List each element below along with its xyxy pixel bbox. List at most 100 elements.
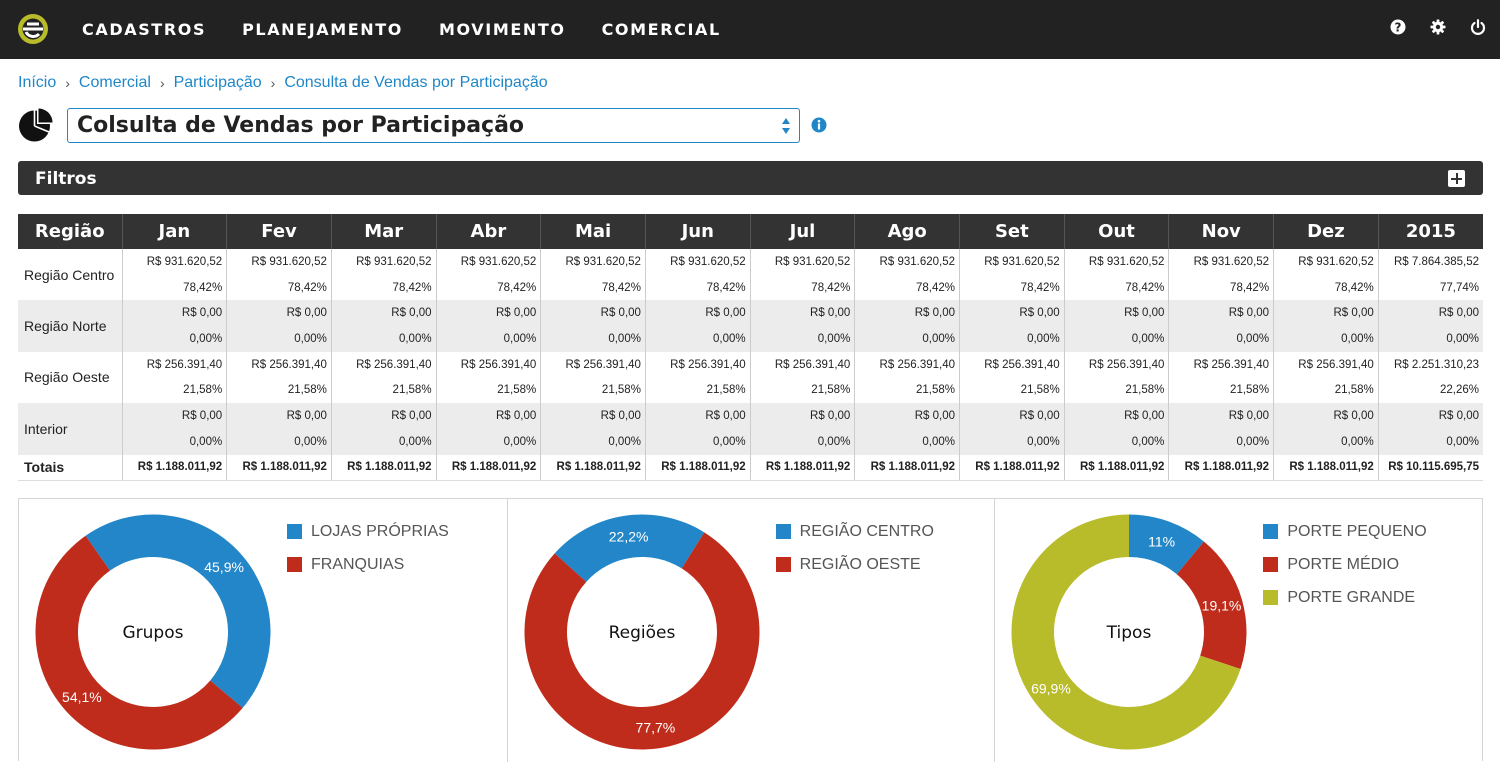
help-icon[interactable]: ?	[1390, 19, 1406, 35]
percent-cell: 0,00%	[1273, 326, 1379, 352]
percent-cell: 0,00%	[330, 326, 437, 352]
percent-cell: 78,42%	[540, 274, 646, 301]
donut-chart: 45,9% 54,1% Grupos	[35, 514, 271, 750]
nav-item-cadastros[interactable]: CADASTROS	[82, 20, 207, 39]
value-cell: R$ 0,00	[959, 403, 1065, 429]
percent-cell: 78,42%	[644, 274, 751, 301]
percent-cell: 0,00%	[121, 326, 227, 352]
total-cell: R$ 1.188.011,92	[959, 454, 1065, 481]
value-cell: R$ 256.391,40	[226, 351, 332, 378]
percent-cell: 0,00%	[435, 326, 541, 352]
percent-cell: 0,00%	[540, 428, 646, 455]
region-cell: Interior	[18, 403, 122, 455]
slice-value-label: 11%	[1148, 533, 1175, 549]
table-row: Região Centro R$ 931.620,52 R$ 931.620,52 R…	[18, 249, 1483, 301]
legend-item[interactable]: REGIÃO CENTRO	[775, 515, 934, 548]
value-cell: R$ 256.391,40	[1168, 351, 1274, 378]
percent-cell: 21,58%	[1273, 377, 1379, 404]
region-cell: Região Oeste	[18, 351, 122, 404]
report-select[interactable]: Colsulta de Vendas por Participação	[67, 108, 800, 143]
chevron-right-icon: ›	[65, 75, 70, 91]
legend-item[interactable]: PORTE PEQUENO	[1263, 515, 1427, 548]
breadcrumb-consulta[interactable]: Consulta de Vendas por Participação	[284, 74, 548, 91]
percent-cell: 0,00%	[854, 428, 960, 455]
donut-slice[interactable]	[524, 532, 760, 750]
total-cell: R$ 1.188.011,92	[330, 454, 437, 481]
table-row-percent: 0,00% 0,00% 0,00% 0,00% 0,00% 0,00% 0,00% 0,00%…	[18, 326, 1483, 352]
percent-cell: 78,42%	[959, 274, 1065, 301]
nav-item-planejamento[interactable]: PLANEJAMENTO	[242, 20, 403, 39]
value-cell: R$ 0,00	[854, 300, 960, 327]
table-row-percent: 21,58% 21,58% 21,58% 21,58% 21,58% 21,58% 21,5…	[18, 377, 1483, 404]
legend-swatch	[287, 524, 302, 539]
value-cell: R$ 0,00	[540, 403, 646, 429]
breadcrumb: Início › Comercial › Participação › Cons…	[18, 74, 548, 92]
select-arrows-icon	[782, 118, 790, 134]
legend-swatch	[775, 524, 791, 539]
legend-item[interactable]: REGIÃO OESTE	[775, 548, 934, 581]
donut-slice[interactable]	[1129, 514, 1205, 575]
value-cell: R$ 0,00	[1377, 300, 1483, 327]
value-cell: R$ 0,00	[1168, 300, 1274, 327]
report-select-value: Colsulta de Vendas por Participação	[77, 113, 525, 138]
settings-icon[interactable]	[1430, 19, 1446, 35]
total-cell: R$ 10.115.695,75	[1377, 454, 1483, 481]
value-cell: R$ 0,00	[226, 403, 332, 429]
breadcrumb-inicio[interactable]: Início	[18, 74, 57, 91]
percent-cell: 0,00%	[540, 326, 646, 352]
expand-plus-icon[interactable]	[1448, 170, 1465, 187]
percent-cell: 0,00%	[1273, 428, 1379, 455]
value-cell: R$ 0,00	[540, 300, 646, 327]
donut-slice[interactable]	[85, 514, 271, 708]
app-logo-icon[interactable]	[17, 12, 49, 46]
top-icons: ?	[1390, 19, 1486, 35]
slice-value-label: 54,1%	[62, 689, 102, 705]
table-header-row: Região Jan Fev Mar Abr Mai Jun Jul Ago Set Out Nov D…	[18, 214, 1483, 249]
legend-item[interactable]: PORTE MÉDIO	[1263, 548, 1426, 581]
info-icon[interactable]	[811, 117, 827, 133]
column-header: Mar	[330, 214, 437, 249]
donut-slice[interactable]	[554, 514, 704, 582]
legend-item[interactable]: LOJAS PRÓPRIAS	[287, 515, 449, 548]
percent-cell: 78,42%	[330, 274, 437, 301]
donut-slice[interactable]	[35, 535, 243, 750]
breadcrumb-comercial[interactable]: Comercial	[78, 74, 151, 91]
value-cell: R$ 0,00	[959, 300, 1065, 327]
legend-swatch	[1263, 557, 1279, 572]
value-cell: R$ 0,00	[226, 300, 332, 327]
value-cell: R$ 0,00	[644, 300, 751, 327]
value-cell: R$ 931.620,52	[540, 249, 646, 275]
donut-chart-panel: 11% 19,1% 69,9% Tipos PORTE PEQUENO PORTE MÉD…	[994, 499, 1482, 762]
value-cell: R$ 0,00	[1377, 403, 1483, 429]
donut-slice[interactable]	[1177, 541, 1247, 670]
table-row-percent: 0,00% 0,00% 0,00% 0,00% 0,00% 0,00% 0,00% 0,00%…	[18, 428, 1483, 455]
donut-slice[interactable]	[1011, 514, 1241, 750]
breadcrumb-participacao[interactable]: Participação	[173, 74, 262, 91]
filters-panel-header[interactable]: Filtros	[18, 161, 1483, 195]
value-cell: R$ 931.620,52	[121, 249, 227, 275]
value-cell: R$ 931.620,52	[1168, 249, 1274, 275]
percent-cell: 0,00%	[644, 428, 751, 455]
percent-cell: 78,42%	[854, 274, 960, 301]
percent-cell: 21,58%	[226, 377, 332, 404]
nav-item-movimento[interactable]: MOVIMENTO	[439, 20, 566, 39]
value-cell: R$ 931.620,52	[1063, 249, 1169, 275]
column-header: Jul	[749, 214, 855, 249]
value-cell: R$ 0,00	[1063, 403, 1169, 429]
value-cell: R$ 931.620,52	[749, 249, 855, 275]
percent-cell: 0,00%	[854, 326, 960, 352]
value-cell: R$ 931.620,52	[330, 249, 437, 275]
percent-cell: 78,42%	[749, 274, 855, 301]
power-icon[interactable]	[1470, 19, 1486, 35]
value-cell: R$ 0,00	[330, 403, 437, 429]
legend-swatch	[1263, 524, 1279, 539]
value-cell: R$ 0,00	[1273, 403, 1379, 429]
value-cell: R$ 0,00	[121, 403, 227, 429]
percent-cell: 0,00%	[959, 326, 1065, 352]
percent-cell: 21,58%	[749, 377, 855, 404]
legend-item[interactable]: FRANQUIAS	[287, 548, 449, 581]
nav-item-comercial[interactable]: COMERCIAL	[601, 20, 721, 39]
totals-label: Totais	[18, 454, 122, 481]
slice-value-label: 69,9%	[1031, 680, 1071, 696]
legend-item[interactable]: PORTE GRANDE	[1263, 581, 1426, 614]
